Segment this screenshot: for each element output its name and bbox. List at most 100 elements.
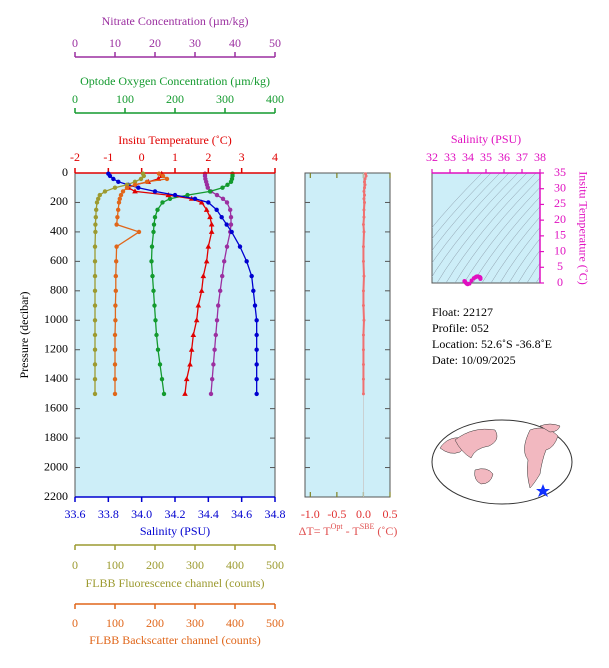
data-point: [172, 192, 178, 198]
data-point: [155, 347, 161, 352]
data-point: [152, 214, 158, 220]
data-point: [362, 208, 366, 212]
data-point: [97, 192, 103, 198]
x-tick-label: 35: [480, 150, 492, 164]
data-point: [203, 206, 210, 212]
x-tick-label: 36: [498, 150, 510, 164]
x-tick-label: 500: [266, 558, 284, 572]
x-tick-label: 2: [205, 150, 211, 164]
float-info: Profile: 052: [432, 321, 489, 335]
isopycnal: [535, 276, 540, 283]
data-point: [187, 361, 193, 367]
y-tick-label: 600: [50, 253, 68, 267]
data-point: [132, 182, 138, 187]
data-point: [198, 199, 205, 205]
data-point: [93, 214, 99, 220]
data-point: [150, 273, 155, 279]
y-tick-label: 20: [554, 212, 566, 226]
y-tick-label: 15: [554, 228, 566, 242]
y-tick-label: 0: [62, 165, 68, 179]
data-point: [220, 273, 225, 279]
y-tick-label: 35: [554, 165, 566, 179]
data-point: [153, 318, 158, 323]
data-point: [214, 192, 220, 198]
land: [539, 423, 561, 433]
data-point: [151, 222, 157, 227]
data-point: [132, 188, 138, 194]
data-point: [93, 229, 98, 235]
data-point: [155, 207, 160, 213]
x-tick-label: 200: [146, 558, 164, 572]
data-point: [151, 229, 156, 235]
data-point: [112, 185, 118, 190]
x-tick-label: -0.5: [327, 507, 346, 521]
float-location: [536, 484, 550, 497]
x-tick-label: 300: [186, 616, 204, 630]
data-point: [225, 182, 230, 187]
data-point: [210, 376, 215, 382]
data-point: [224, 244, 230, 249]
data-point: [207, 214, 213, 220]
data-point: [252, 303, 258, 308]
data-point: [116, 207, 121, 213]
x-tick-label: 33.6: [65, 507, 86, 521]
isopycnal: [526, 262, 540, 283]
data-point: [363, 183, 367, 187]
data-point: [362, 215, 366, 219]
x-tick-label: 34.4: [198, 507, 219, 521]
data-point: [92, 244, 98, 249]
x-axis-title: Optode Oxygen Concentration (µm/kg): [80, 74, 270, 88]
data-point: [136, 185, 141, 190]
data-point: [213, 332, 218, 338]
data-point: [254, 347, 259, 352]
data-point: [192, 196, 198, 201]
data-point: [224, 200, 230, 205]
data-point: [363, 200, 366, 204]
data-point: [203, 258, 210, 264]
data-point: [200, 273, 207, 279]
x-tick-label: 50: [269, 36, 281, 50]
data-point: [114, 259, 119, 264]
data-point: [112, 347, 118, 352]
data-point: [167, 196, 173, 201]
data-point: [112, 376, 118, 382]
y-tick-label: 200: [50, 194, 68, 208]
ts-title: Salinity (PSU): [451, 132, 521, 146]
isopycnal: [517, 249, 540, 283]
data-point: [113, 273, 119, 279]
data-point: [208, 221, 215, 227]
label-sup: SBE: [360, 522, 375, 531]
data-point: [229, 229, 234, 235]
data-point: [94, 200, 100, 205]
data-point: [183, 376, 190, 382]
data-point: [92, 318, 98, 323]
x-tick-label: 100: [106, 558, 124, 572]
isopycnal: [432, 173, 510, 264]
y-tick-label: 10: [554, 243, 566, 257]
data-point: [208, 228, 215, 234]
data-point: [364, 174, 368, 178]
ts-point: [478, 276, 483, 281]
data-point: [93, 222, 98, 227]
data-point: [363, 186, 366, 190]
data-point: [363, 177, 367, 181]
isopycnal: [432, 173, 501, 251]
data-point: [92, 273, 98, 279]
data-point: [362, 318, 366, 322]
y-tick-label: 400: [50, 224, 68, 238]
x-tick-label: 34: [462, 150, 474, 164]
x-tick-label: 0: [72, 558, 78, 572]
y-tick-label: 2000: [44, 459, 68, 473]
data-point: [113, 288, 119, 294]
data-point: [92, 391, 98, 397]
x-tick-label: 0: [72, 616, 78, 630]
label-sup: Opt: [331, 522, 344, 531]
data-point: [228, 179, 234, 185]
x-tick-label: 0.5: [383, 507, 398, 521]
data-point: [362, 274, 366, 278]
data-point: [190, 332, 197, 337]
ts-panel: [431, 172, 541, 284]
data-point: [185, 192, 190, 198]
data-point: [117, 196, 123, 201]
